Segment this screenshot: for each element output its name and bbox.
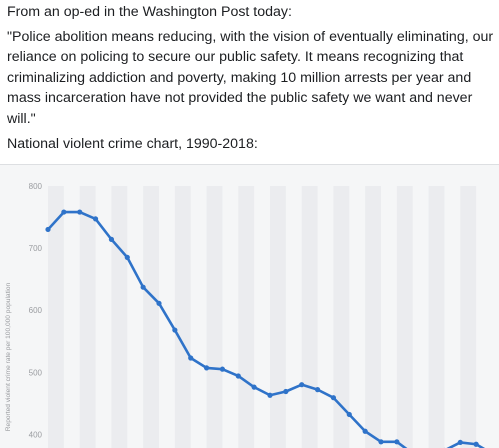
- grid-band: [429, 186, 445, 448]
- data-point[interactable]: [331, 395, 336, 400]
- y-axis-title-group: Reported violent crime rate per 100,000 …: [5, 282, 12, 431]
- data-point[interactable]: [267, 393, 272, 398]
- data-point[interactable]: [156, 301, 161, 306]
- y-axis-title: Reported violent crime rate per 100,000 …: [5, 282, 12, 431]
- y-tick-label: 500: [29, 368, 43, 377]
- grid-band: [460, 186, 476, 448]
- data-point[interactable]: [299, 382, 304, 387]
- data-point[interactable]: [283, 389, 288, 394]
- grid-band: [238, 186, 254, 448]
- post-intro: From an op-ed in the Washington Post tod…: [7, 2, 495, 23]
- data-point[interactable]: [363, 429, 368, 434]
- data-point[interactable]: [252, 385, 257, 390]
- grid-band: [175, 186, 191, 448]
- data-point[interactable]: [204, 365, 209, 370]
- post-quote: "Police abolition means reducing, with t…: [7, 27, 495, 130]
- chart-card[interactable]: 400 500 600 700 800 Reported violent crime r…: [0, 164, 499, 448]
- data-point[interactable]: [125, 255, 130, 260]
- grid-band: [302, 186, 318, 448]
- data-point[interactable]: [141, 285, 146, 290]
- data-point[interactable]: [347, 412, 352, 417]
- y-axis-ticks: 400 500 600 700 800: [29, 182, 43, 439]
- data-point[interactable]: [61, 209, 66, 214]
- y-tick-label: 800: [29, 182, 43, 191]
- chart-caption: National violent crime chart, 1990-2018:: [7, 134, 495, 155]
- violent-crime-line-chart: 400 500 600 700 800 Reported violent crime r…: [0, 165, 499, 448]
- data-point[interactable]: [93, 216, 98, 221]
- grid-band: [333, 186, 349, 448]
- data-point[interactable]: [236, 373, 241, 378]
- data-point[interactable]: [77, 209, 82, 214]
- data-point[interactable]: [315, 387, 320, 392]
- grid-band: [80, 186, 96, 448]
- chart-bands: [48, 186, 476, 448]
- data-point[interactable]: [474, 442, 479, 447]
- y-tick-label: 700: [29, 244, 43, 253]
- data-point[interactable]: [378, 439, 383, 444]
- grid-band: [143, 186, 159, 448]
- data-point[interactable]: [220, 367, 225, 372]
- data-point[interactable]: [172, 327, 177, 332]
- grid-band: [111, 186, 127, 448]
- grid-band: [397, 186, 413, 448]
- data-point[interactable]: [394, 439, 399, 444]
- post-body: From an op-ed in the Washington Post tod…: [7, 2, 495, 159]
- grid-band: [365, 186, 381, 448]
- y-tick-label: 600: [29, 306, 43, 315]
- data-point[interactable]: [188, 355, 193, 360]
- data-point[interactable]: [458, 440, 463, 445]
- data-point[interactable]: [45, 227, 50, 232]
- grid-band: [207, 186, 223, 448]
- y-tick-label: 400: [29, 430, 43, 439]
- data-point[interactable]: [109, 237, 114, 242]
- grid-band: [270, 186, 286, 448]
